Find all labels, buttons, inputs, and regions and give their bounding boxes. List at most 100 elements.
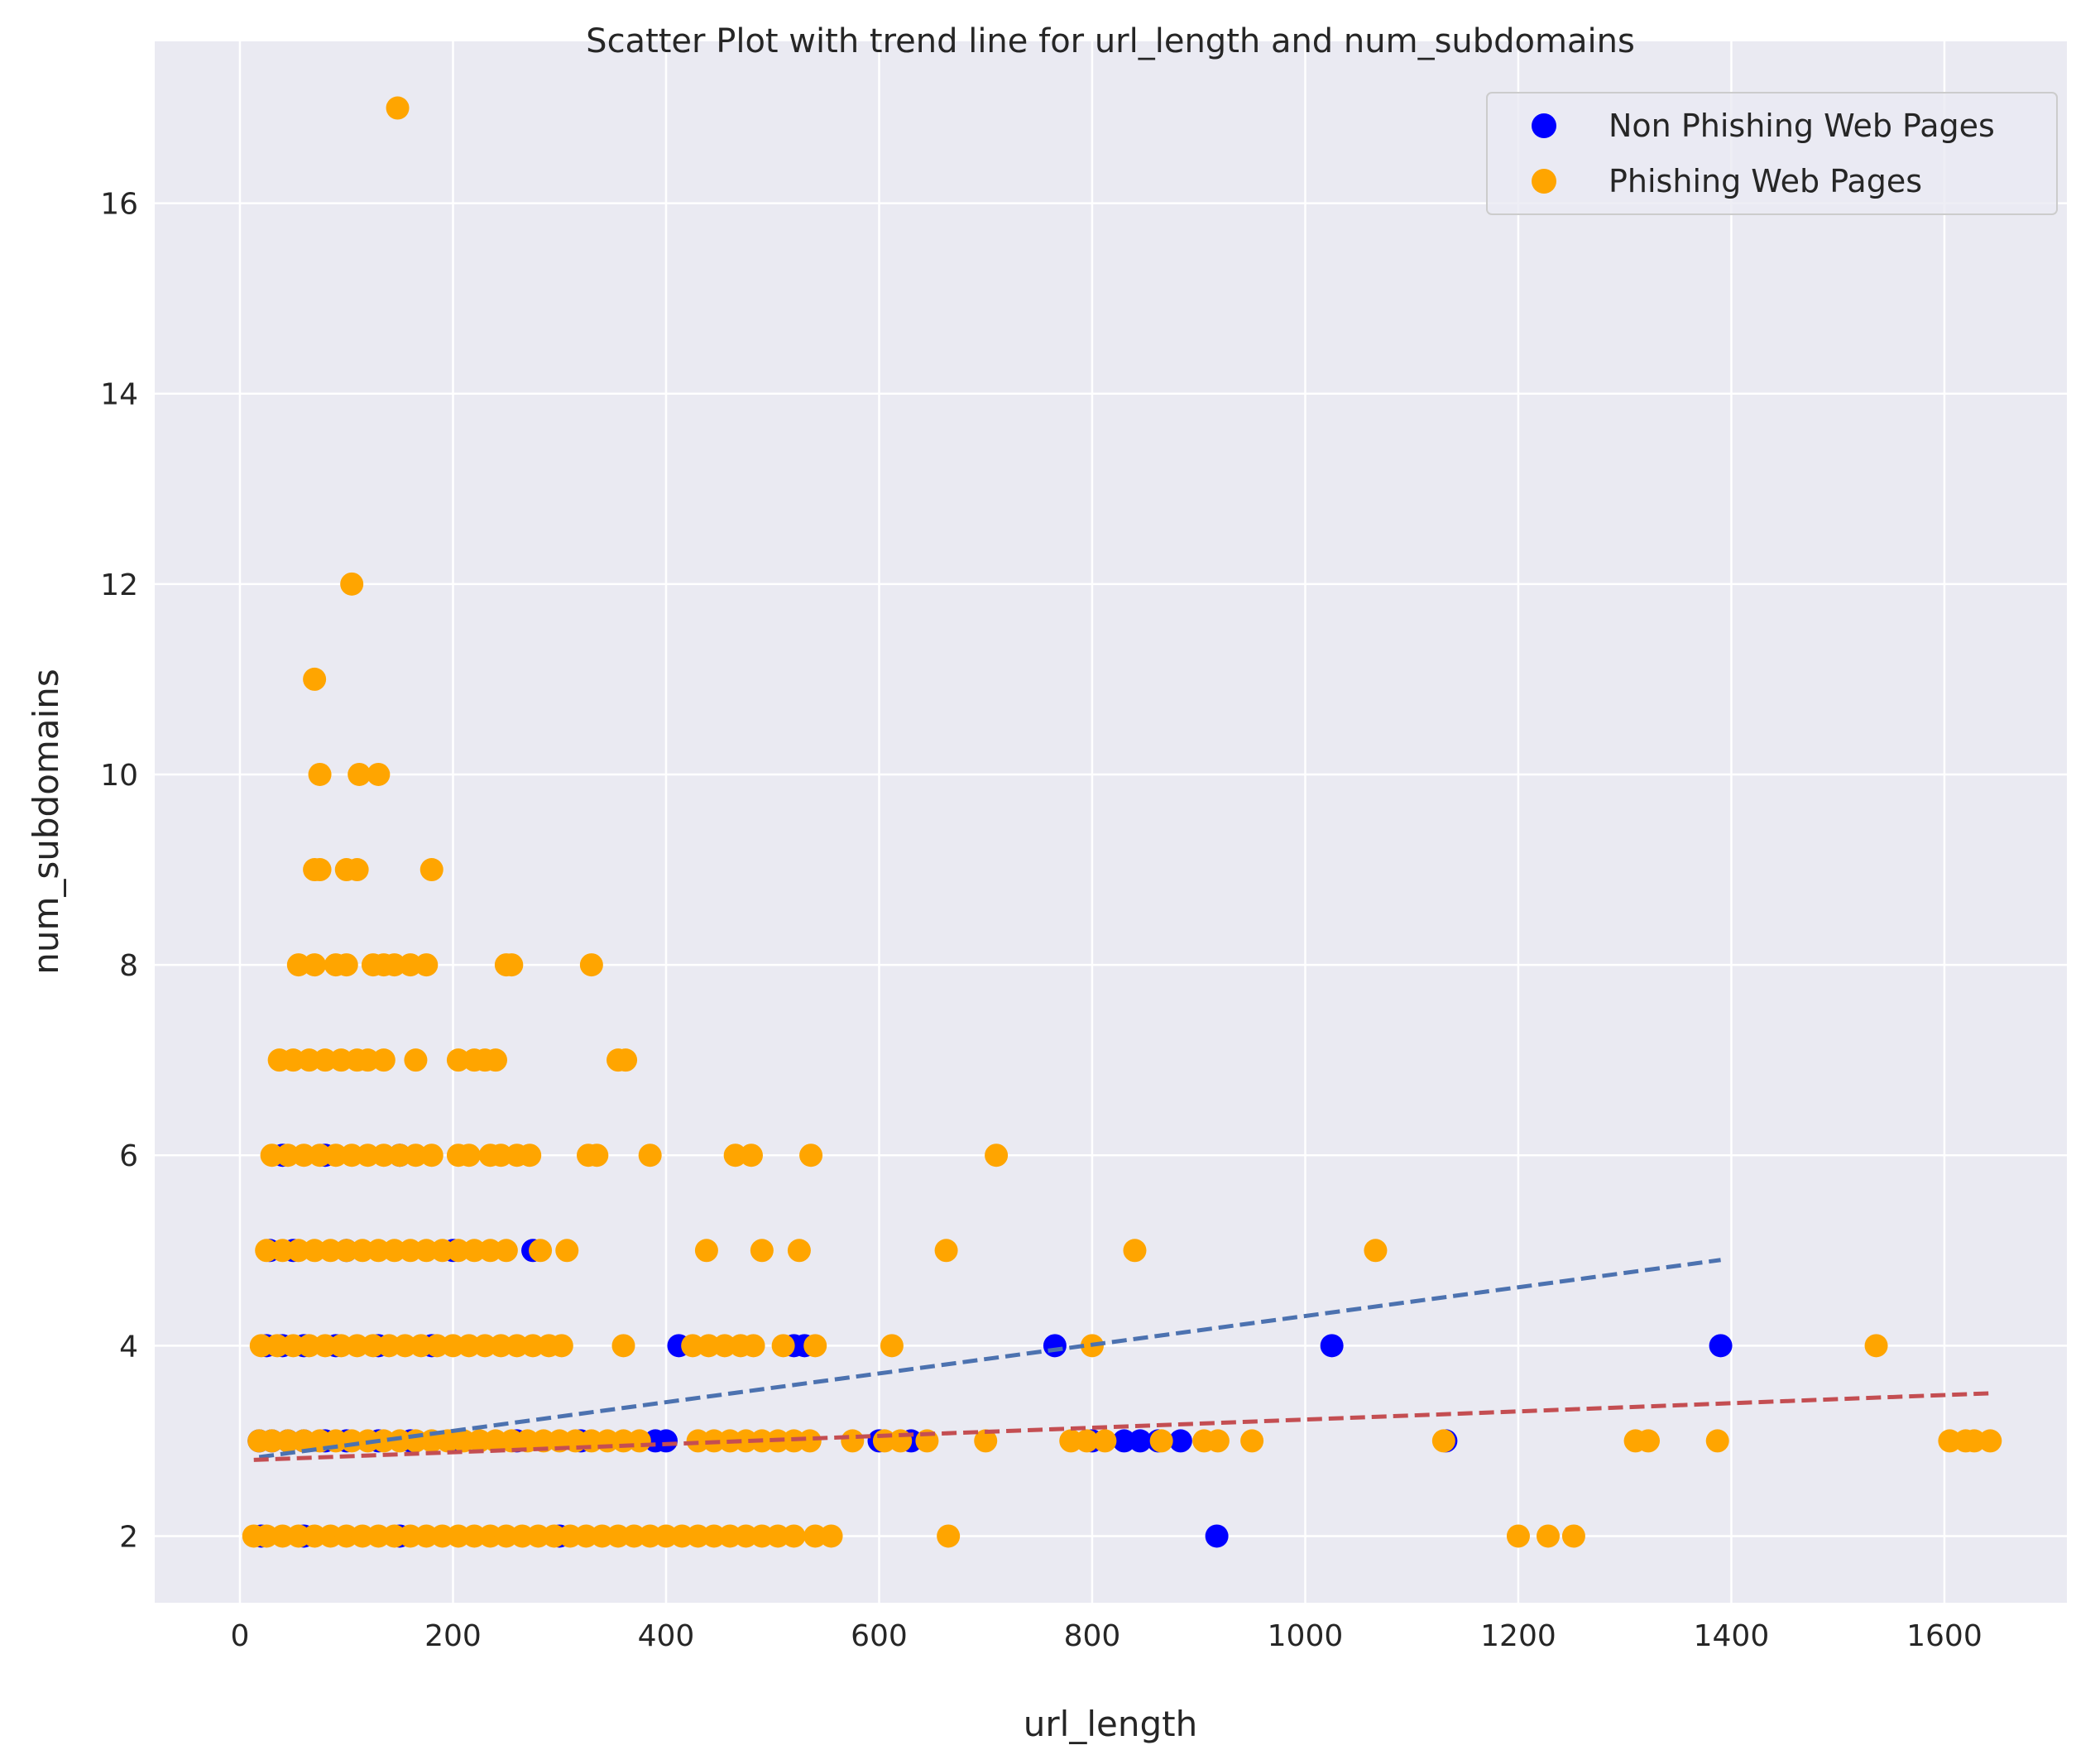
phishing-point [334, 1239, 358, 1263]
phishing-point [382, 953, 406, 977]
phishing-point [463, 1524, 487, 1548]
phishing-point [614, 1048, 638, 1072]
phishing-point [1093, 1429, 1117, 1453]
chart-title: Scatter Plot with trend line for url_len… [586, 22, 1635, 60]
phishing-point [803, 1334, 827, 1358]
phishing-point [266, 1334, 290, 1358]
phishing-point [1075, 1429, 1099, 1453]
phishing-point [607, 1524, 630, 1548]
phishing-point [1206, 1429, 1230, 1453]
phishing-point [361, 1334, 385, 1358]
phishing-point [409, 1334, 433, 1358]
phishing-point [627, 1429, 651, 1453]
phishing-point [489, 1143, 513, 1167]
phishing-point [518, 1143, 542, 1167]
x-tick-label: 400 [638, 1619, 695, 1653]
y-tick-label: 8 [119, 949, 138, 983]
phishing-point [382, 1239, 406, 1263]
phishing-point [1962, 1429, 1986, 1453]
phishing-point [313, 1048, 337, 1072]
non-phishing-trend-line [258, 1258, 1721, 1460]
y-tick-label: 6 [119, 1139, 138, 1173]
phishing-point [404, 1143, 428, 1167]
x-tick-label: 1000 [1268, 1619, 1344, 1653]
phishing-point [356, 1143, 380, 1167]
phishing-point [718, 1524, 742, 1548]
phishing-point [334, 1524, 358, 1548]
phishing-point [404, 1048, 428, 1072]
phishing-point [1240, 1429, 1264, 1453]
phishing-point [494, 1239, 518, 1263]
phishing-point [446, 1048, 470, 1072]
phishing-point [1123, 1239, 1147, 1263]
phishing-point [345, 1334, 369, 1358]
phishing-point [585, 1143, 609, 1167]
phishing-point [334, 953, 358, 977]
phishing-point [286, 953, 310, 977]
phishing-point [372, 1048, 396, 1072]
phishing-point [463, 1239, 487, 1263]
phishing-point [351, 1239, 375, 1263]
phishing-point [1938, 1429, 1962, 1453]
phishing-point [521, 1334, 545, 1358]
phishing-point [670, 1524, 694, 1548]
phishing-point [549, 1334, 573, 1358]
phishing-point [638, 1143, 662, 1167]
phishing-point [702, 1524, 726, 1548]
phishing-point [500, 953, 524, 977]
non-phishing-point [1320, 1334, 1344, 1358]
phishing-point [249, 1334, 273, 1358]
legend-marker-non-phishing [1532, 113, 1556, 138]
phishing-point [555, 1239, 579, 1263]
phishing-point [340, 572, 364, 596]
phishing-point [351, 1524, 375, 1548]
phishing-point [622, 1524, 646, 1548]
phishing-point [515, 1429, 539, 1453]
phishing-point [697, 1334, 721, 1358]
phishing-point [803, 1524, 827, 1548]
phishing-point [372, 1429, 396, 1453]
plot-area [155, 41, 2067, 1603]
x-tick-label: 200 [424, 1619, 482, 1653]
phishing-point [255, 1239, 279, 1263]
phishing-point [260, 1143, 284, 1167]
phishing-points [242, 96, 2002, 1548]
phishing-point [734, 1524, 758, 1548]
phishing-point [734, 1429, 758, 1453]
phishing-point [297, 1048, 321, 1072]
phishing-point [393, 1334, 417, 1358]
phishing-point [531, 1429, 555, 1453]
phishing-point [985, 1143, 1009, 1167]
y-tick-label: 12 [100, 568, 138, 602]
phishing-point [739, 1143, 763, 1167]
phishing-point [415, 953, 439, 977]
phishing-point [467, 1429, 491, 1453]
non-phishing-point [1168, 1429, 1192, 1453]
non-phishing-point [1709, 1334, 1733, 1358]
phishing-point [430, 1524, 454, 1548]
phishing-point [415, 1239, 439, 1263]
phishing-point [281, 1334, 305, 1358]
legend-marker-phishing [1532, 169, 1556, 194]
phishing-point [255, 1524, 279, 1548]
phishing-point [483, 1429, 507, 1453]
phishing-point [574, 1524, 598, 1548]
phishing-point [303, 953, 327, 977]
phishing-point [542, 1524, 566, 1548]
phishing-point [260, 1429, 284, 1453]
phishing-point [329, 1048, 353, 1072]
phishing-point [446, 1239, 470, 1263]
non-phishing-point [1112, 1429, 1136, 1453]
phishing-point [681, 1334, 705, 1358]
non-phishing-point [1128, 1429, 1152, 1453]
phishing-point [771, 1334, 795, 1358]
phishing-point [286, 1524, 310, 1548]
phishing-point [319, 1239, 343, 1263]
phishing-point [694, 1239, 718, 1263]
phishing-point [377, 1334, 401, 1358]
phishing-point [529, 1239, 553, 1263]
x-tick-label: 800 [1064, 1619, 1121, 1653]
phishing-point [329, 1334, 353, 1358]
phishing-point [372, 1143, 396, 1167]
phishing-point [382, 1524, 406, 1548]
